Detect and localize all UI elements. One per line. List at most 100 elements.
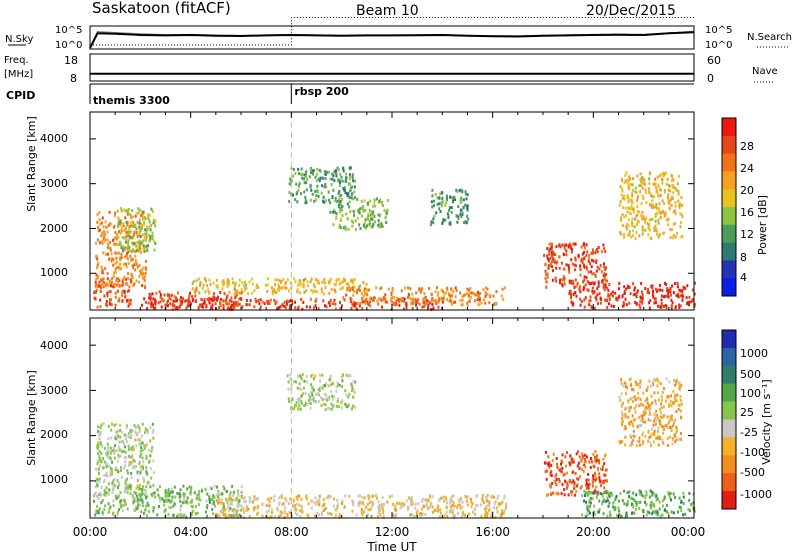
noise-left-tick-top: 10^5 <box>55 25 82 36</box>
velocity-cell-1622 <box>631 511 633 515</box>
power-cell-1340 <box>296 200 299 204</box>
velocity-cell-1037 <box>446 514 449 518</box>
velocity-cell-1065 <box>216 493 219 497</box>
power-cell-595 <box>165 304 168 308</box>
power-cell-1117 <box>385 300 388 304</box>
cpid-label: CPID <box>6 89 35 102</box>
power-cell-1887 <box>610 292 613 296</box>
velocity-cell-737 <box>483 501 485 505</box>
power-cell-1515 <box>367 212 370 216</box>
velocity-cell-1670 <box>663 425 665 429</box>
power-cell-2284 <box>669 198 672 202</box>
velocity-cell-284 <box>123 456 126 459</box>
velocity-cell-14 <box>138 426 141 430</box>
power-cell-1902 <box>655 289 658 293</box>
power-cell-1580 <box>444 218 447 222</box>
velocity-cell-779 <box>351 509 354 513</box>
velocity-cell-472 <box>236 515 239 519</box>
power-cell-164 <box>115 256 118 260</box>
power-cell-1289 <box>288 199 291 203</box>
velocity-cell-517 <box>192 505 194 509</box>
velocity-cell-853 <box>369 508 372 511</box>
power-cell-2336 <box>667 188 670 192</box>
velocity-cell-1178 <box>325 382 327 386</box>
velocity-cell-1777 <box>654 378 657 382</box>
power-cell-1305 <box>315 194 318 198</box>
power-cell-885 <box>321 290 324 294</box>
power-cell-566 <box>155 291 158 295</box>
power-cell-1080 <box>450 294 453 298</box>
power-cell-1998 <box>584 296 587 300</box>
power-cell-1216 <box>423 298 426 302</box>
velocity-cell-1966 <box>649 407 652 411</box>
power-cell-1518 <box>365 224 368 228</box>
power-cell-2141 <box>674 204 677 208</box>
velocity-cell-245 <box>128 454 130 458</box>
power-cell-1709 <box>544 277 547 281</box>
power-cell-1566 <box>431 205 434 209</box>
power-cell-2132 <box>661 210 664 213</box>
power-cell-812 <box>248 303 251 307</box>
power-cell-109 <box>143 284 146 288</box>
velocity-cell-1066 <box>423 504 426 508</box>
power-cell-1737 <box>562 253 565 256</box>
power-cell-2167 <box>623 235 625 239</box>
velocity-cell-331 <box>96 504 99 508</box>
velocity-cell-251 <box>112 451 115 455</box>
velocity-cell-292 <box>138 430 141 434</box>
velocity-cell-23 <box>124 479 127 483</box>
velocity-cell-1359 <box>575 490 578 493</box>
power-cell-2331 <box>621 187 624 191</box>
power-cell-685 <box>232 307 235 311</box>
power-cell-448 <box>149 234 152 238</box>
power-cell-854 <box>334 290 337 294</box>
velocity-cell-443 <box>149 485 152 489</box>
power-cell-2304 <box>648 171 651 175</box>
velocity-cell-1566 <box>602 512 605 516</box>
velocity-cell-1023 <box>497 502 500 506</box>
velocity-cell-971 <box>486 514 489 518</box>
power-cell-1274 <box>341 179 344 183</box>
velocity-cell-161 <box>141 456 144 460</box>
velocity-cell-968 <box>329 495 332 499</box>
velocity-cell-789 <box>357 494 360 498</box>
velocity-cell-1381 <box>560 470 563 474</box>
velocity-cell-1068 <box>377 510 380 514</box>
velocity-cell-1951 <box>644 434 647 438</box>
velocity-cell-1414 <box>566 484 569 488</box>
power-cell-358 <box>141 242 144 246</box>
power-cell-721 <box>239 297 242 301</box>
power-cell-2005 <box>626 284 629 288</box>
velocity-cell-706 <box>461 505 464 509</box>
power-cell-939 <box>277 287 279 291</box>
velocity-cell-904 <box>227 514 230 518</box>
velocity-cell-1946 <box>640 419 643 422</box>
velocity-cell-83 <box>127 435 130 439</box>
power-cell-475 <box>127 238 130 242</box>
power-cell-844 <box>286 278 289 282</box>
velocity-cell-1370 <box>582 469 585 473</box>
velocity-cell-1593 <box>596 510 599 514</box>
velocity-cell-1193 <box>297 407 300 411</box>
velocity-cell-519 <box>156 488 159 492</box>
velocity-cell-1030 <box>279 514 282 517</box>
power-cell-2271 <box>661 181 664 185</box>
power-cell-747 <box>423 304 426 308</box>
power-cell-404 <box>119 220 122 224</box>
power-cell-224 <box>122 262 125 266</box>
power-cell-1050 <box>399 297 402 301</box>
power-cell-1245 <box>346 194 349 198</box>
power-cell-2025 <box>654 297 657 301</box>
power-cell-1884 <box>636 291 638 295</box>
velocity-cell-1361 <box>598 476 601 480</box>
power-cell-90 <box>110 252 113 256</box>
velocity-cell-805 <box>334 514 337 518</box>
power-cell-2038 <box>622 301 625 305</box>
power-cell-1368 <box>343 188 346 192</box>
velocity-cell-1736 <box>679 409 682 413</box>
power-cell-1581 <box>451 200 454 204</box>
velocity-cell-1535 <box>619 515 622 519</box>
velocity-cell-518 <box>237 499 239 503</box>
velocity-cell-349 <box>128 485 131 489</box>
power-cell-1163 <box>478 296 481 300</box>
